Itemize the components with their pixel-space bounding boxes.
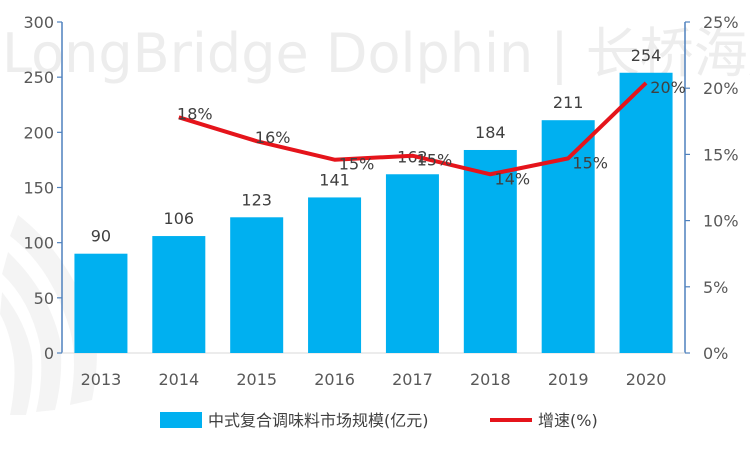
x-tick-label: 2020: [626, 370, 667, 389]
bar: [230, 217, 284, 353]
left-axis-ticks: 0 50 100 150 200 250 300: [23, 13, 62, 363]
bar: [385, 174, 439, 353]
bar-value-label: 211: [553, 93, 584, 112]
legend: 中式复合调味料市场规模(亿元) 增速(%): [160, 411, 598, 430]
y-tick-label: 50: [34, 289, 54, 308]
growth-line: [178, 81, 648, 177]
bar: [152, 236, 206, 353]
y2-tick-label: 10%: [703, 212, 739, 231]
growth-value-label: 16%: [255, 128, 291, 147]
y2-tick-label: 15%: [703, 145, 739, 164]
growth-value-label: 15%: [417, 151, 453, 170]
line-series: [178, 81, 648, 177]
y2-tick-label: 20%: [703, 79, 739, 98]
legend-bar-swatch: [160, 412, 202, 428]
bar: [619, 72, 673, 354]
bar: [74, 253, 128, 353]
bar: [308, 197, 362, 353]
legend-bar-label: 中式复合调味料市场规模(亿元): [208, 411, 429, 430]
x-axis-ticks: 2013 2014 2015 2016 2017 2018 2019 2020: [81, 370, 667, 389]
right-axis-ticks: 0% 5% 10% 15% 20% 25%: [685, 13, 739, 363]
bar: [463, 149, 517, 353]
x-tick-label: 2016: [314, 370, 355, 389]
growth-value-label: 15%: [572, 153, 608, 172]
watermark-logo: [0, 215, 97, 415]
growth-value-label: 18%: [177, 104, 213, 123]
watermark: LongBridge Dolphin | 长桥海豚投研: [0, 22, 750, 415]
y-tick-label: 100: [23, 234, 54, 253]
y-tick-label: 200: [23, 123, 54, 142]
growth-value-label: 20%: [650, 78, 686, 97]
y2-tick-label: 0%: [703, 344, 728, 363]
bar-value-label: 141: [319, 170, 350, 189]
x-tick-label: 2014: [158, 370, 199, 389]
y-tick-label: 150: [23, 179, 54, 198]
bar-value-label: 123: [241, 190, 272, 209]
y-tick-label: 250: [23, 68, 54, 87]
growth-value-label: 14%: [495, 169, 531, 188]
y-tick-label: 300: [23, 13, 54, 32]
x-tick-label: 2015: [236, 370, 277, 389]
bar-value-label: 106: [164, 209, 195, 228]
x-tick-label: 2017: [392, 370, 433, 389]
y2-tick-label: 5%: [703, 278, 728, 297]
growth-value-label: 15%: [339, 155, 375, 174]
line-data-labels: 18% 16% 15% 15% 14% 15% 20%: [177, 78, 686, 188]
x-tick-label: 2013: [81, 370, 122, 389]
x-tick-label: 2018: [470, 370, 511, 389]
legend-line-label: 增速(%): [538, 411, 598, 430]
x-tick-label: 2019: [548, 370, 589, 389]
y-tick-label: 0: [44, 344, 54, 363]
bar-value-label: 184: [475, 123, 506, 142]
bar-value-label: 90: [91, 227, 111, 246]
y2-tick-label: 25%: [703, 13, 739, 32]
bar-value-label: 254: [631, 46, 662, 65]
